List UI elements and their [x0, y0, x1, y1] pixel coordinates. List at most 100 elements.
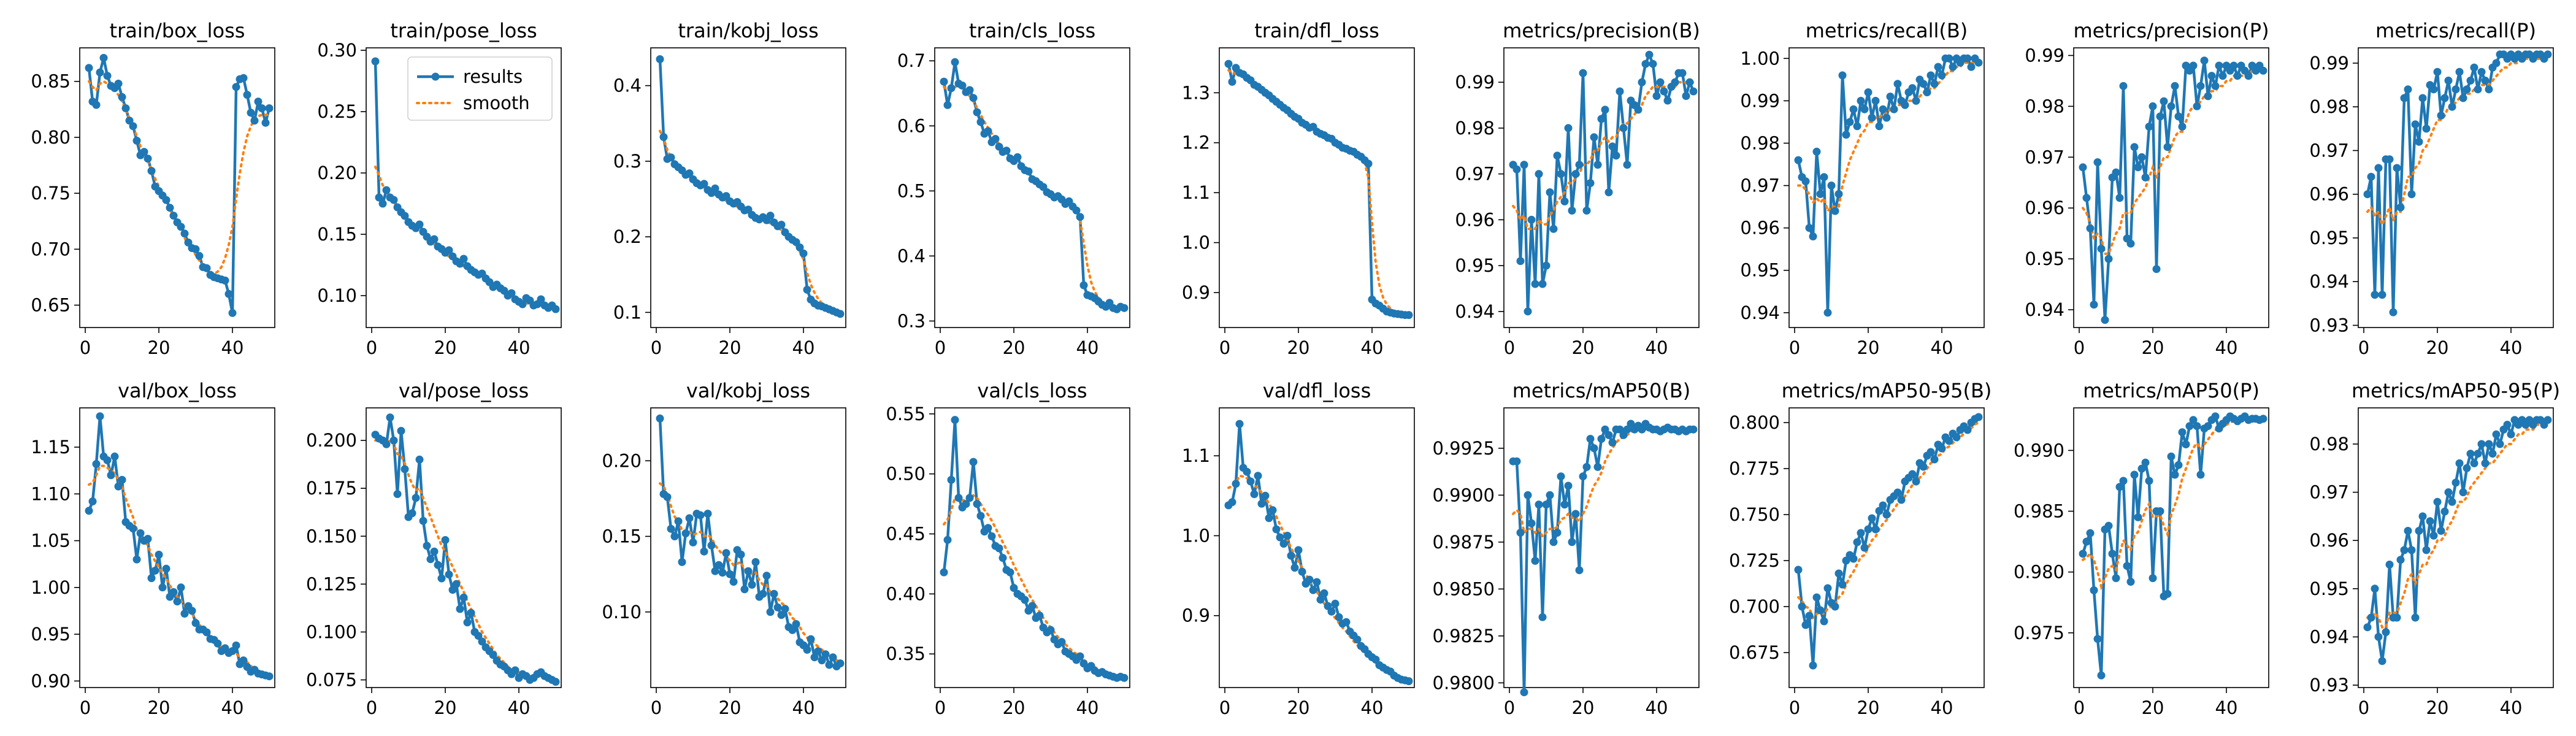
results-point: [810, 653, 819, 662]
results-point: [1974, 58, 1983, 67]
plot-frame: [79, 407, 275, 688]
results-point: [799, 249, 808, 258]
subplot-13: val/cls_loss 0 20 40 0.35 0.40 0.45 0.50 0.55: [886, 379, 1130, 718]
results-point: [2215, 61, 2223, 70]
results-point: [685, 514, 694, 523]
results-point: [1590, 444, 1598, 453]
results-point: [1893, 80, 1902, 88]
y-tick-label: 0.1: [613, 302, 642, 323]
y-tick-label: 0.10: [602, 602, 642, 623]
results-line: [942, 418, 1125, 680]
results-point: [2543, 416, 2552, 424]
y-tick-label: 1.10: [31, 483, 71, 504]
results-point: [1838, 71, 1847, 80]
x-tick-label: 20: [2142, 337, 2164, 358]
results-point: [1586, 435, 1595, 443]
x-tick-label: 20: [148, 697, 171, 718]
subplot-title: metrics/mAP50-95(B): [1782, 379, 1992, 402]
results-point: [818, 656, 826, 665]
x-tick-label: 40: [792, 697, 815, 718]
x-tick-label: 40: [2500, 697, 2523, 718]
results-point: [2440, 94, 2449, 102]
results-point: [162, 196, 171, 204]
results-point: [711, 184, 719, 193]
legend-smooth-label: smooth: [463, 93, 530, 113]
x-tick-label: 20: [1287, 337, 1310, 358]
results-point: [85, 64, 93, 72]
subplot-title: train/kobj_loss: [678, 19, 818, 42]
results-point: [415, 455, 424, 464]
results-point: [2481, 459, 2490, 467]
results-point: [2196, 470, 2205, 479]
subplot-title: train/box_loss: [110, 19, 245, 42]
results-point: [474, 632, 483, 640]
results-point: [2211, 82, 2220, 90]
results-point: [1868, 514, 1876, 523]
results-point: [2429, 85, 2438, 94]
results-point: [147, 167, 156, 175]
results-point: [2374, 164, 2383, 172]
subplot-title: metrics/recall(P): [2375, 19, 2536, 42]
results-point: [795, 243, 804, 251]
results-point: [1342, 618, 1351, 626]
y-tick-label: 0.99: [1455, 72, 1495, 93]
results-point: [2507, 430, 2515, 439]
results-point: [265, 672, 274, 681]
results-point: [180, 610, 189, 618]
results-point: [973, 108, 981, 117]
results-point: [1857, 96, 1865, 105]
results-point: [2097, 671, 2106, 680]
results-point: [162, 564, 171, 573]
results-point: [1120, 304, 1129, 312]
results-point: [448, 586, 457, 594]
x-tick-label: 20: [1857, 697, 1880, 718]
results-point: [2123, 562, 2131, 570]
results-point: [166, 204, 174, 212]
y-tick-label: 0.94: [1455, 301, 1495, 322]
results-point: [958, 82, 967, 90]
results-point: [426, 555, 435, 564]
subplot-3: train/kobj_loss 0 20 40 0.1 0.2 0.3 0.4: [613, 19, 846, 358]
results-point: [836, 310, 845, 318]
results-point: [1305, 575, 1314, 584]
results-point: [1604, 188, 1613, 196]
results-point: [140, 148, 148, 156]
results-point: [191, 619, 200, 627]
results-point: [118, 475, 126, 484]
results-point: [1335, 613, 1343, 621]
results-point: [2496, 440, 2504, 448]
results-point: [2477, 440, 2486, 448]
results-point: [1794, 156, 1803, 164]
smooth-line: [2366, 423, 2549, 629]
results-point: [1120, 673, 1129, 682]
x-tick-label: 0: [1504, 697, 1515, 718]
results-point: [2422, 546, 2431, 554]
results-point: [1265, 514, 1273, 523]
results-point: [1627, 420, 1635, 428]
results-point: [1571, 170, 1580, 178]
results-point: [114, 482, 123, 491]
results-point: [232, 641, 240, 650]
smooth-line: [1227, 69, 1410, 316]
results-point: [2374, 632, 2383, 641]
results-point: [1313, 578, 1321, 586]
results-point: [1524, 491, 1532, 499]
results-point: [169, 588, 178, 596]
results-point: [2101, 316, 2109, 324]
results-point: [258, 104, 266, 112]
results-point: [2411, 613, 2420, 622]
results-point: [2167, 452, 2175, 461]
x-tick-label: 40: [221, 697, 244, 718]
x-tick-label: 0: [651, 697, 662, 718]
results-point: [759, 589, 767, 598]
results-point: [751, 558, 760, 566]
results-line: [87, 56, 271, 315]
results-point: [777, 611, 786, 619]
y-tick-label: 0.95: [1455, 255, 1495, 276]
results-point: [188, 607, 196, 615]
results-point: [2503, 421, 2512, 429]
results-point: [1405, 311, 1413, 320]
results-point: [1930, 455, 1939, 464]
results-point: [1527, 215, 1536, 224]
results-point: [2178, 123, 2187, 131]
